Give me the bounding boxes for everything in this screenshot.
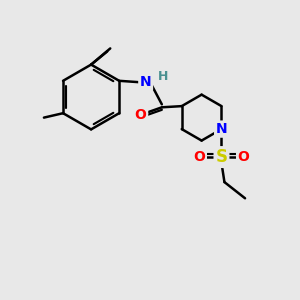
Text: O: O: [194, 150, 205, 164]
Text: S: S: [215, 148, 227, 166]
Text: O: O: [135, 108, 147, 122]
Text: N: N: [216, 122, 227, 136]
Text: N: N: [140, 75, 152, 89]
Text: H: H: [158, 70, 168, 83]
Text: O: O: [238, 150, 250, 164]
